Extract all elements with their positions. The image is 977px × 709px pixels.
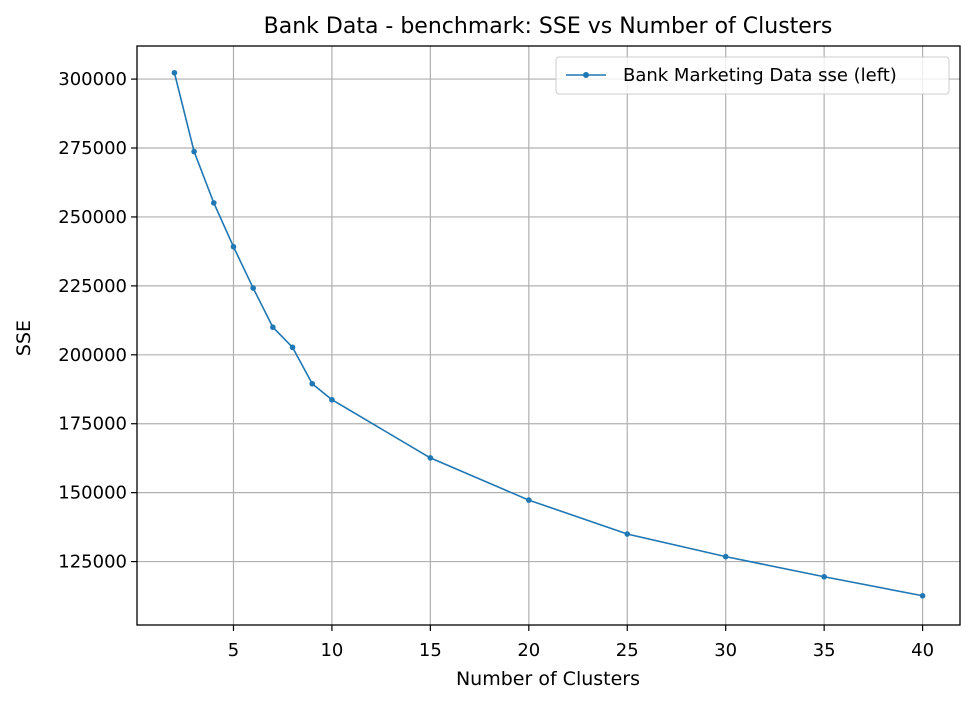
x-tick-label: 35 (813, 640, 836, 661)
data-point (210, 200, 217, 206)
data-point (250, 285, 256, 291)
data-point (624, 531, 631, 537)
data-point (919, 592, 926, 599)
x-tick-label: 30 (714, 640, 737, 661)
data-point (191, 148, 197, 155)
y-axis-label: SSE (13, 320, 35, 356)
x-tick-label: 25 (616, 640, 639, 661)
legend-swatch-marker (583, 72, 589, 78)
y-tick-label: 125000 (58, 552, 127, 573)
legend: Bank Marketing Data sse (left) (555, 56, 950, 95)
x-tick-label: 40 (911, 640, 934, 661)
y-tick-label: 175000 (58, 414, 127, 435)
y-tick-label: 150000 (58, 483, 127, 504)
tick-layer: 5 10 15 20 25 30 35 40 125000 150000 175000 200000 2… (58, 69, 934, 661)
x-tick-label: 15 (419, 640, 442, 661)
y-tick-label: 225000 (58, 276, 127, 297)
data-point (309, 380, 316, 387)
data-point (821, 573, 827, 580)
data-point (722, 553, 729, 560)
plot-frame (136, 45, 961, 626)
x-axis-label: Number of Clusters (456, 668, 640, 690)
y-tick-label: 275000 (58, 138, 127, 159)
grid-layer (137, 46, 960, 625)
data-point (427, 455, 434, 461)
data-point (230, 243, 237, 250)
y-tick-label: 300000 (58, 69, 127, 90)
x-tick-label: 5 (228, 640, 239, 661)
data-point (289, 344, 296, 351)
legend-box (555, 56, 950, 95)
data-point (171, 69, 178, 76)
data-point (270, 324, 276, 331)
x-tick-label: 10 (320, 640, 343, 661)
chart-title: Bank Data - benchmark: SSE vs Number of … (264, 14, 833, 39)
series-layer (171, 69, 926, 599)
y-tick-label: 250000 (58, 207, 127, 228)
legend-label: Bank Marketing Data sse (left) (623, 65, 897, 86)
data-point (329, 396, 335, 403)
y-tick-label: 200000 (58, 345, 127, 366)
data-point (526, 497, 532, 503)
x-tick-label: 20 (517, 640, 540, 661)
